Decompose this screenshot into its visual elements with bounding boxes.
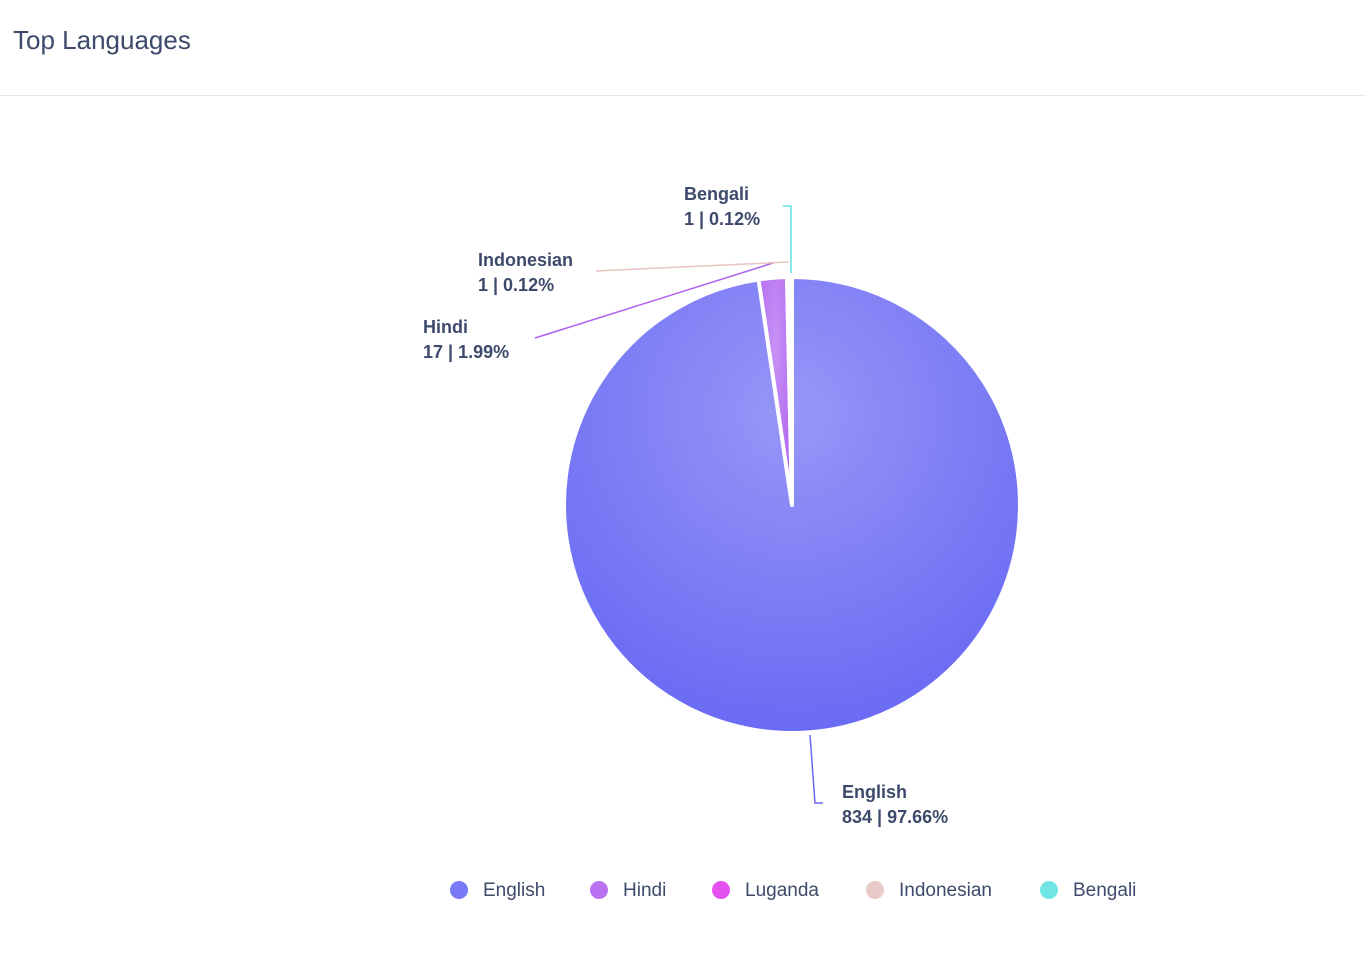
leader-line [595, 261, 790, 272]
leader-line [809, 734, 823, 804]
leader-line [783, 205, 792, 273]
data-label-name: English [842, 782, 907, 802]
data-label-value: 834 | 97.66% [842, 807, 948, 827]
chart-title: Top Languages [13, 25, 191, 55]
data-label-value: 1 | 0.12% [684, 209, 760, 229]
data-label-name: Hindi [423, 317, 468, 337]
legend-label: Indonesian [899, 880, 992, 901]
data-label-name: Bengali [684, 184, 749, 204]
legend-marker [590, 881, 608, 899]
data-label-value: 1 | 0.12% [478, 275, 554, 295]
legend-label: English [483, 880, 545, 901]
legend-marker [866, 881, 884, 899]
data-label-value: 17 | 1.99% [423, 342, 509, 362]
legend-label: Luganda [745, 880, 819, 901]
data-label-name: Indonesian [478, 250, 573, 270]
legend-marker [1040, 881, 1058, 899]
legend-label: Bengali [1073, 880, 1136, 901]
legend-label: Hindi [623, 880, 666, 901]
pie-slice [788, 274, 794, 507]
legend-marker [450, 881, 468, 899]
legend-marker [712, 881, 730, 899]
leader-line [534, 262, 774, 339]
